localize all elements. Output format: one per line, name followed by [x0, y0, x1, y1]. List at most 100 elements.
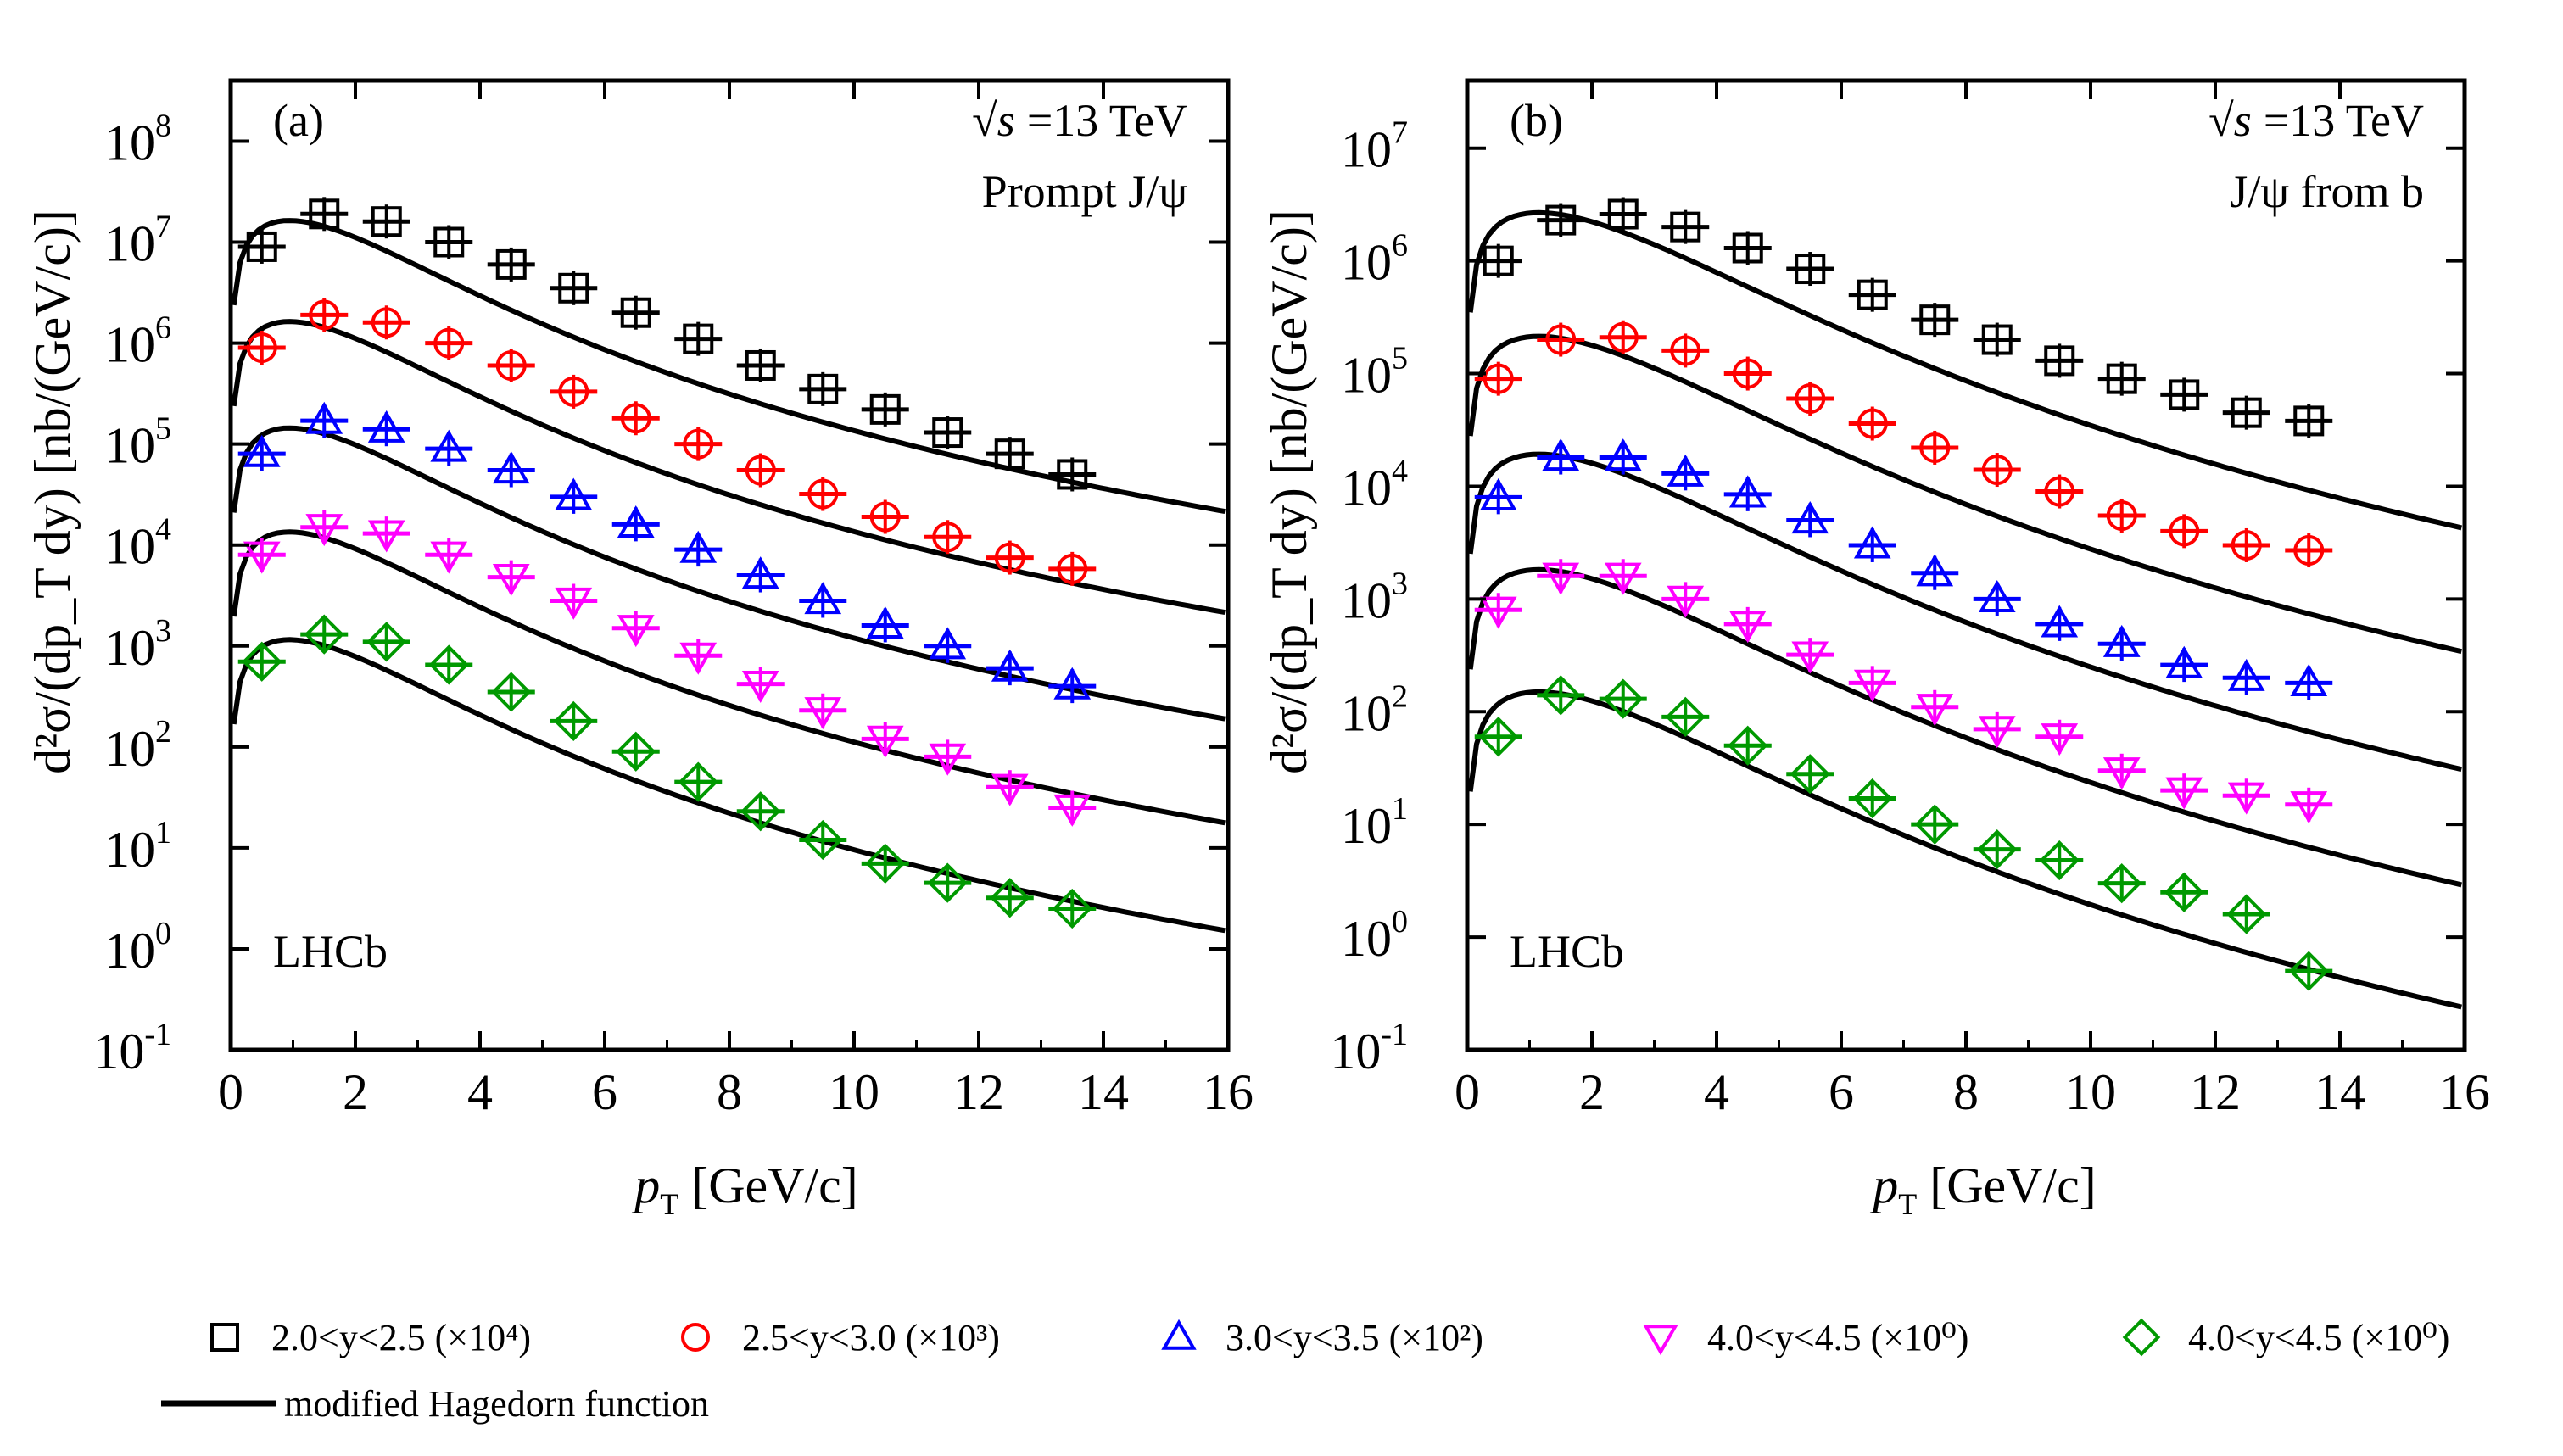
data-point: [869, 393, 901, 425]
data-point: [866, 725, 904, 758]
data-point: [740, 791, 781, 832]
y-tick-label: 103: [1341, 566, 1408, 628]
data-point: [1057, 553, 1088, 584]
data-points-b: [1474, 197, 2333, 991]
data-point: [2293, 405, 2325, 437]
data-point: [990, 878, 1030, 918]
x-tick-label: 6: [592, 1064, 617, 1120]
subtitle-a: Prompt J/ψ: [982, 166, 1188, 217]
x-tick-label: 12: [2190, 1064, 2241, 1120]
data-point: [1795, 254, 1826, 285]
legend-label-0: 2.0<y<2.5 (×10⁴): [271, 1317, 531, 1358]
sqrt-s-a: √s: [972, 95, 1015, 146]
data-point: [366, 622, 407, 662]
data-point: [1853, 526, 1891, 559]
y-tick-label: 107: [104, 209, 171, 272]
data-point: [932, 522, 963, 553]
data-point: [2169, 516, 2200, 547]
data-point: [2102, 757, 2141, 790]
data-point: [869, 501, 901, 533]
data-point: [1732, 358, 1763, 389]
data-point: [1483, 363, 1514, 394]
series-2: [237, 401, 1097, 704]
data-point: [617, 505, 655, 538]
data-point: [1857, 279, 1888, 310]
data-point: [1478, 717, 1519, 757]
data-point: [2106, 363, 2137, 394]
data-point: [367, 520, 405, 553]
data-point: [1542, 438, 1580, 471]
series-0: [237, 197, 1097, 492]
legend-label-4: 4.0<y<4.5 (×10⁰): [2188, 1317, 2449, 1358]
x-axis-sub-b: T: [1898, 1187, 1917, 1221]
series-4: [237, 614, 1097, 929]
data-point: [1919, 432, 1951, 463]
x-tick-label: 8: [717, 1064, 742, 1120]
data-point: [1479, 596, 1517, 629]
x-tick-label: 4: [1704, 1064, 1729, 1120]
y-tick-label: 101: [104, 815, 171, 878]
data-point: [1667, 454, 1705, 487]
data-point: [433, 327, 465, 359]
data-point: [1053, 667, 1092, 700]
data-point: [558, 272, 589, 304]
x-tick-label: 10: [2065, 1064, 2116, 1120]
panel-label-a: (a): [273, 95, 324, 146]
legend-label-3: 4.0<y<4.5 (×10⁰): [1707, 1317, 1968, 1358]
data-point: [679, 530, 718, 563]
x-tick-label: 4: [467, 1064, 493, 1120]
data-point: [1978, 579, 2016, 612]
data-point: [243, 434, 281, 467]
data-point: [246, 231, 277, 262]
data-points-a: [237, 197, 1097, 929]
y-tick-label: 100: [104, 916, 171, 979]
legend-marker-1: [681, 1323, 710, 1352]
data-point: [430, 429, 468, 462]
data-point: [2290, 663, 2328, 696]
data-point: [553, 700, 594, 742]
y-tick-label: 102: [104, 714, 171, 777]
data-point: [2041, 605, 2079, 638]
x-axis-unit-b: [GeV/c]: [1917, 1158, 2097, 1213]
y-tick-label: 10-1: [1330, 1017, 1408, 1079]
x-tick-label: 14: [1078, 1064, 1129, 1120]
data-point: [371, 206, 402, 237]
data-point: [1665, 696, 1706, 737]
data-point: [991, 773, 1029, 806]
data-point: [1791, 641, 1829, 674]
data-point: [994, 438, 1025, 470]
data-point: [741, 556, 779, 589]
data-point: [309, 299, 340, 331]
data-point: [367, 410, 405, 443]
data-point: [242, 641, 282, 682]
data-point: [246, 332, 277, 364]
fit-curve-0: [1467, 209, 2462, 531]
x-tick-label: 0: [218, 1064, 243, 1120]
data-point: [1795, 383, 1826, 415]
data-point: [1977, 829, 2018, 870]
data-point: [2231, 529, 2262, 561]
legend-marker-2: [1161, 1319, 1197, 1350]
data-point: [555, 587, 593, 620]
data-point: [1542, 562, 1580, 595]
panel-a: d²σ/(dp_T dy) [nb/(GeV/c)] 0 2 4 6 8 10 12 14 16…: [25, 78, 1254, 1221]
data-point: [555, 477, 593, 510]
data-point: [620, 403, 651, 434]
data-point: [433, 226, 465, 258]
y-tick-label: 108: [104, 108, 171, 170]
data-point: [1728, 611, 1767, 644]
data-point: [1604, 562, 1642, 595]
data-point: [243, 541, 281, 574]
data-point: [305, 514, 343, 547]
data-point: [2102, 624, 2141, 657]
data-point: [683, 323, 714, 354]
legend-label-1: 2.5<y<3.0 (×10³): [742, 1317, 1000, 1358]
fit-curves-b: [1467, 209, 2462, 1010]
y-tick-label: 100: [1341, 904, 1408, 967]
data-point: [1545, 324, 1577, 355]
fit-curve-3: [1467, 566, 2462, 888]
data-point: [745, 349, 776, 381]
energy-value-b: =13 TeV: [2264, 95, 2424, 146]
data-point: [616, 731, 656, 772]
y-tick-label: 106: [104, 310, 171, 373]
